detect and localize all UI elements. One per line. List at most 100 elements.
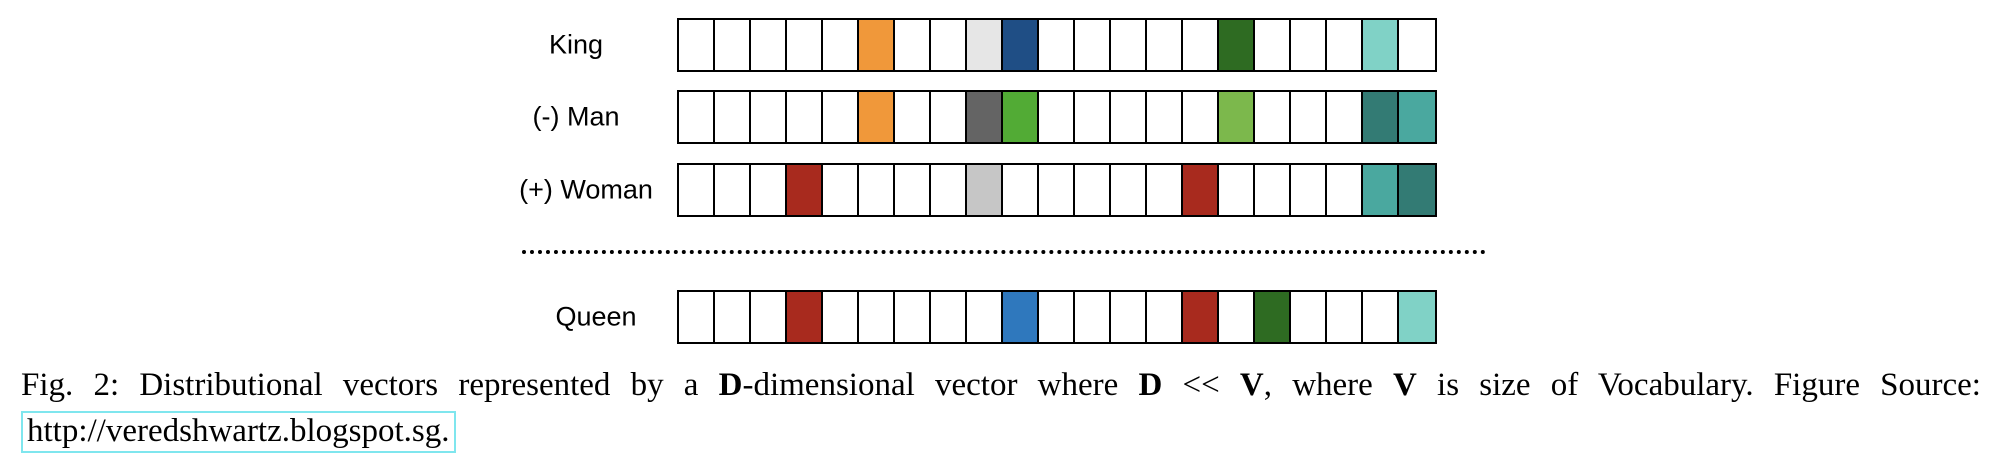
vector-cell-red xyxy=(1183,292,1219,342)
vector-cell-red xyxy=(787,292,823,342)
vector-cell-empty xyxy=(1111,20,1147,70)
vector-cell-blue xyxy=(1003,292,1039,342)
vector-cell-dark-teal xyxy=(1399,165,1435,215)
vector-cells xyxy=(677,90,1437,144)
vector-cell-empty xyxy=(751,165,787,215)
vector-cell-empty xyxy=(1147,92,1183,142)
caption-text: -dimensional vector where xyxy=(742,367,1139,403)
vector-cell-empty xyxy=(1363,292,1399,342)
caption-v-symbol: V xyxy=(1239,367,1264,403)
vector-cell-green xyxy=(1003,92,1039,142)
vector-cell-empty xyxy=(1111,92,1147,142)
vector-label: (-) Man xyxy=(532,101,620,132)
vector-cell-empty xyxy=(1147,292,1183,342)
vector-cell-empty xyxy=(895,20,931,70)
vector-cell-orange xyxy=(859,20,895,70)
vector-cell-orange xyxy=(859,92,895,142)
vector-row-queen: Queen xyxy=(0,290,1998,344)
vector-cell-empty xyxy=(823,92,859,142)
vector-cell-empty xyxy=(1327,92,1363,142)
vector-cell-red xyxy=(787,165,823,215)
vector-cell-empty xyxy=(715,92,751,142)
vector-cell-empty xyxy=(1075,165,1111,215)
vector-cell-empty xyxy=(715,292,751,342)
vector-cell-dark-gray xyxy=(967,92,1003,142)
vector-cell-mint xyxy=(1363,20,1399,70)
vector-cell-empty xyxy=(1075,292,1111,342)
vector-cell-empty xyxy=(1075,92,1111,142)
vector-cells xyxy=(677,18,1437,72)
vector-cell-teal xyxy=(1399,92,1435,142)
vector-row-king: King xyxy=(0,18,1998,72)
vector-cell-dark-navy xyxy=(1003,20,1039,70)
vector-row-woman: (+) Woman xyxy=(0,163,1998,217)
caption-operator: << xyxy=(1162,367,1240,403)
vector-cell-empty xyxy=(859,165,895,215)
vector-cell-empty xyxy=(751,292,787,342)
vector-cell-empty xyxy=(787,20,823,70)
vector-cell-empty xyxy=(1183,92,1219,142)
vector-cell-empty xyxy=(823,292,859,342)
vector-cell-empty xyxy=(1075,20,1111,70)
vector-cell-dark-green xyxy=(1255,292,1291,342)
dotted-separator xyxy=(522,250,1486,254)
vector-cell-empty xyxy=(931,92,967,142)
vector-cell-empty xyxy=(967,292,1003,342)
vector-cell-empty xyxy=(895,165,931,215)
vector-cell-empty xyxy=(823,20,859,70)
vector-cell-light-green xyxy=(1219,92,1255,142)
figure-caption: Fig. 2: Distributional vectors represent… xyxy=(21,362,1981,454)
vector-cell-empty xyxy=(715,20,751,70)
vector-cell-red xyxy=(1183,165,1219,215)
vector-cell-empty xyxy=(1399,20,1435,70)
vector-label: (+) Woman xyxy=(519,174,653,205)
vector-cell-empty xyxy=(679,292,715,342)
vector-cell-empty xyxy=(895,292,931,342)
vector-cell-empty xyxy=(679,92,715,142)
vector-cell-empty xyxy=(1291,292,1327,342)
source-link[interactable]: http://veredshwartz.blogspot.sg. xyxy=(21,411,456,453)
vector-cell-silver xyxy=(967,165,1003,215)
vector-cell-empty xyxy=(1219,292,1255,342)
vector-cell-empty xyxy=(1111,292,1147,342)
vector-cell-empty xyxy=(1039,292,1075,342)
caption-d-symbol: D xyxy=(718,367,743,403)
vector-cell-empty xyxy=(895,92,931,142)
vector-cell-empty xyxy=(751,92,787,142)
vector-cells xyxy=(677,163,1437,217)
caption-text: is size of Vocabulary. Figure Source: xyxy=(1416,367,1981,403)
caption-v-symbol: V xyxy=(1393,367,1417,403)
caption-text: , where xyxy=(1263,367,1394,403)
vector-cell-empty xyxy=(1291,92,1327,142)
vector-label: King xyxy=(548,29,604,60)
vector-label: Queen xyxy=(555,301,637,332)
vector-cell-empty xyxy=(1291,165,1327,215)
vector-cell-empty xyxy=(1255,165,1291,215)
vector-cell-empty xyxy=(679,20,715,70)
vector-cell-empty xyxy=(931,292,967,342)
vector-cell-mint xyxy=(1399,292,1435,342)
vector-cell-dark-green xyxy=(1219,20,1255,70)
vector-cell-teal xyxy=(1363,165,1399,215)
vector-cell-empty xyxy=(1147,165,1183,215)
vector-cell-empty xyxy=(787,92,823,142)
vector-cell-empty xyxy=(859,292,895,342)
vector-cell-empty xyxy=(1039,165,1075,215)
vector-cell-empty xyxy=(1255,92,1291,142)
vector-cell-empty xyxy=(1327,20,1363,70)
vector-cell-empty xyxy=(1255,20,1291,70)
vector-cell-empty xyxy=(1291,20,1327,70)
vector-cells xyxy=(677,290,1437,344)
vector-cell-empty xyxy=(1327,165,1363,215)
caption-d-symbol: D xyxy=(1138,367,1163,403)
caption-prefix: Fig. 2: Distributional vectors represent… xyxy=(21,367,719,403)
vector-cell-empty xyxy=(1111,165,1147,215)
vector-cell-empty xyxy=(823,165,859,215)
vector-cell-empty xyxy=(751,20,787,70)
vector-cell-empty xyxy=(1039,92,1075,142)
vector-row-man: (-) Man xyxy=(0,90,1998,144)
vector-cell-empty xyxy=(931,20,967,70)
vector-cell-dark-teal xyxy=(1363,92,1399,142)
vector-cell-empty xyxy=(1003,165,1039,215)
